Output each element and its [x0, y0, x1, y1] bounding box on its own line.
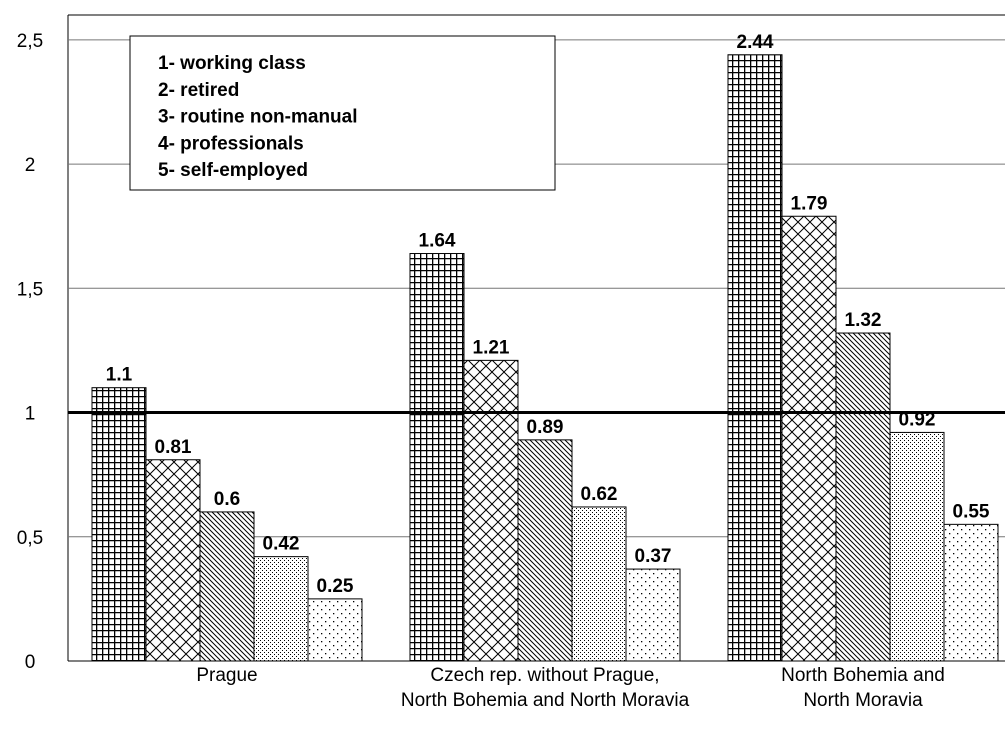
- value-label: 0.81: [155, 437, 192, 458]
- legend-entry: 1- working class: [158, 53, 306, 74]
- legend-entry: 5- self-employed: [158, 160, 308, 181]
- value-label: 2.44: [737, 32, 774, 53]
- y-tick-label: 0,5: [17, 528, 43, 549]
- bar: [781, 215, 837, 662]
- y-tick-label: 2: [25, 155, 36, 176]
- value-label: 0.6: [214, 489, 240, 510]
- bar: [943, 523, 999, 662]
- value-label: 0.62: [581, 484, 618, 505]
- bar: [409, 253, 465, 662]
- bar: [625, 568, 681, 662]
- value-label: 0.89: [527, 417, 564, 438]
- bar: [307, 598, 363, 662]
- y-tick-label: 1,5: [17, 279, 43, 300]
- y-tick-label: 1: [25, 404, 36, 425]
- value-label: 1.1: [106, 365, 133, 386]
- bar: [253, 556, 309, 662]
- bar: [91, 387, 147, 662]
- bar: [727, 54, 783, 662]
- bar: [889, 431, 945, 662]
- legend-box: [129, 35, 556, 191]
- y-tick-label: 0: [25, 652, 36, 673]
- legend-entry: 4- professionals: [158, 133, 304, 154]
- y-tick-label: 2,5: [17, 31, 43, 52]
- bar: [199, 511, 255, 662]
- x-tick-label: Czech rep. without Prague, North Bohemia…: [400, 665, 690, 711]
- bar: [835, 332, 891, 662]
- x-tick-label: North Bohemia and North Moravia: [781, 665, 945, 711]
- value-label: 0.42: [263, 534, 300, 555]
- value-label: 0.37: [635, 546, 672, 567]
- bar: [571, 506, 627, 662]
- bar: [463, 359, 519, 662]
- value-label: 0.25: [317, 576, 354, 597]
- value-label: 1.32: [845, 310, 882, 331]
- value-label: 0.92: [899, 409, 936, 430]
- value-label: 1.79: [791, 193, 828, 214]
- bar: [517, 439, 573, 662]
- value-label: 1.64: [419, 231, 456, 252]
- value-label: 1.21: [473, 337, 510, 358]
- value-label: 0.55: [953, 501, 990, 522]
- x-tick-label: Prague: [196, 665, 258, 686]
- legend-entry: 2- retired: [158, 80, 239, 101]
- bar: [145, 459, 201, 662]
- legend-entry: 3- routine non-manual: [158, 107, 358, 128]
